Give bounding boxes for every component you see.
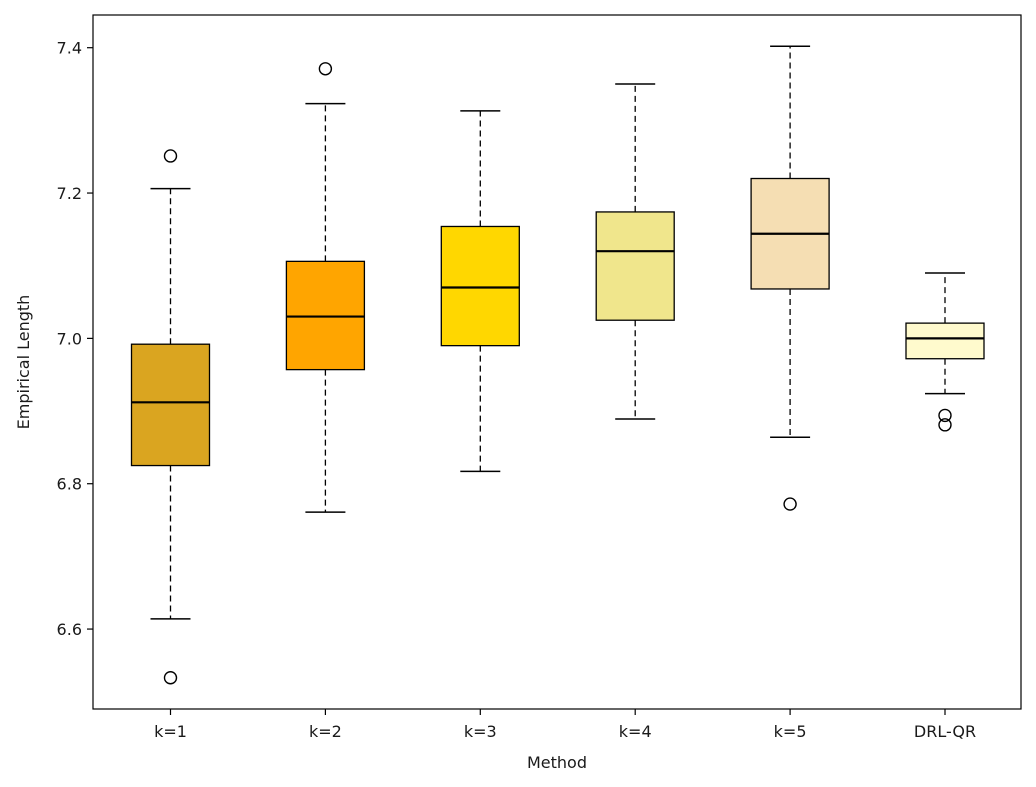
x-tick-label: k=1 xyxy=(154,722,187,741)
y-axis-label: Empirical Length xyxy=(14,295,33,430)
y-tick-label: 7.0 xyxy=(57,329,82,348)
box-group xyxy=(750,45,830,511)
x-axis-label: Method xyxy=(527,753,587,772)
box-group xyxy=(130,149,211,685)
y-tick-label: 7.2 xyxy=(57,184,82,203)
box-group xyxy=(285,62,366,513)
plot-area xyxy=(130,45,985,685)
x-axis: k=1 k=2 k=3 k=4 k=5 DRL-QR xyxy=(154,709,976,741)
x-tick-label: k=2 xyxy=(309,722,342,741)
box-body xyxy=(440,225,520,347)
x-tick-label: k=4 xyxy=(619,722,652,741)
box-body xyxy=(595,211,675,321)
outlier-point xyxy=(318,62,333,76)
x-tick-label: k=5 xyxy=(774,722,807,741)
y-axis: 6.6 6.8 7.0 7.2 7.4 xyxy=(57,39,93,639)
outlier-point xyxy=(163,149,178,163)
y-tick-label: 7.4 xyxy=(57,39,82,58)
outlier-point xyxy=(163,671,178,685)
box-body xyxy=(130,343,211,467)
x-tick-label: k=3 xyxy=(464,722,497,741)
y-tick-label: 6.6 xyxy=(57,620,82,639)
outlier-point xyxy=(938,408,952,423)
outlier-point xyxy=(783,497,797,511)
plot-frame xyxy=(92,14,1022,710)
outlier-point xyxy=(938,418,952,432)
box-body xyxy=(905,322,985,360)
y-tick-label: 6.8 xyxy=(57,475,82,494)
box-group xyxy=(905,272,985,432)
box-group xyxy=(595,83,675,420)
box-group xyxy=(440,110,520,473)
x-tick-label: DRL-QR xyxy=(914,722,976,741)
